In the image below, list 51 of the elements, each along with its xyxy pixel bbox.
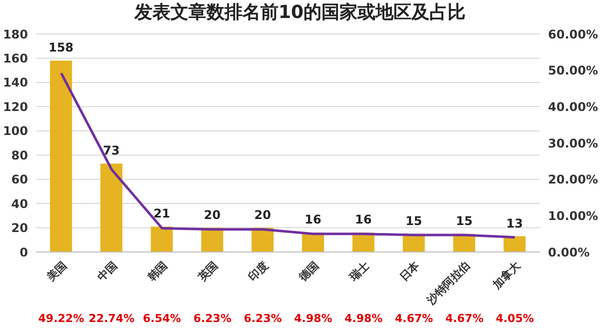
y2-tick-label: 30.00%	[548, 136, 598, 150]
y-tick-label: 180	[2, 27, 28, 42]
y2-tick-label: 0.00%	[548, 245, 590, 260]
y-tick-label: 160	[2, 51, 28, 66]
bar	[50, 60, 72, 252]
data-label: 22.74%	[88, 312, 135, 325]
data-label: 158	[48, 40, 74, 55]
data-label: 16	[355, 212, 372, 227]
data-label: 73	[103, 144, 120, 158]
data-label: 4.98%	[344, 312, 383, 325]
x-tick-label: 印度	[246, 258, 271, 284]
y2-tick-label: 10.00%	[548, 208, 598, 223]
x-tick-label: 韩国	[144, 258, 170, 284]
y-tick-label: 140	[2, 76, 28, 90]
y-tick-label: 20	[11, 221, 28, 236]
data-label: 4.98%	[294, 312, 332, 325]
y-tick-label: 60	[11, 172, 28, 187]
y2-tick-label: 20.00%	[548, 172, 598, 187]
x-tick-label: 英国	[195, 258, 221, 284]
data-label: 49.22%	[38, 312, 84, 325]
data-label: 15	[405, 214, 422, 228]
x-tick-label: 加拿大	[490, 258, 524, 292]
x-tick-label: 瑞士	[346, 258, 372, 284]
data-label: 4.05%	[496, 312, 534, 325]
data-label: 16	[304, 212, 322, 227]
data-label: 21	[153, 206, 170, 221]
x-tick-label: 中国	[94, 258, 120, 284]
data-label: 13	[506, 216, 523, 230]
y-tick-label: 100	[2, 124, 28, 138]
data-label: 20	[254, 208, 271, 222]
x-tick-label: 美国	[44, 258, 70, 284]
data-label: 20	[204, 208, 221, 222]
x-tick-label: 德国	[296, 258, 322, 284]
y2-tick-label: 60.00%	[548, 27, 598, 42]
data-label: 6.23%	[193, 312, 232, 325]
x-tick-label: 沙特阿拉伯	[424, 258, 473, 308]
data-label: 6.54%	[142, 312, 182, 325]
y2-tick-label: 40.00%	[548, 100, 598, 114]
bar	[100, 164, 122, 252]
data-label: 4.67%	[445, 312, 484, 325]
y-tick-label: 120	[2, 100, 28, 114]
data-label: 4.67%	[394, 312, 434, 325]
y2-tick-label: 50.00%	[548, 64, 598, 78]
bar	[150, 226, 173, 252]
data-label: 15	[456, 214, 473, 228]
y-tick-label: 40	[11, 196, 28, 211]
y-tick-label: 0	[20, 245, 28, 260]
x-tick-label: 日本	[397, 258, 423, 284]
chart-title: 发表文章数排名前10的国家或地区及占比	[133, 1, 467, 25]
data-label: 6.23%	[244, 312, 282, 325]
y-tick-label: 80	[11, 148, 28, 162]
